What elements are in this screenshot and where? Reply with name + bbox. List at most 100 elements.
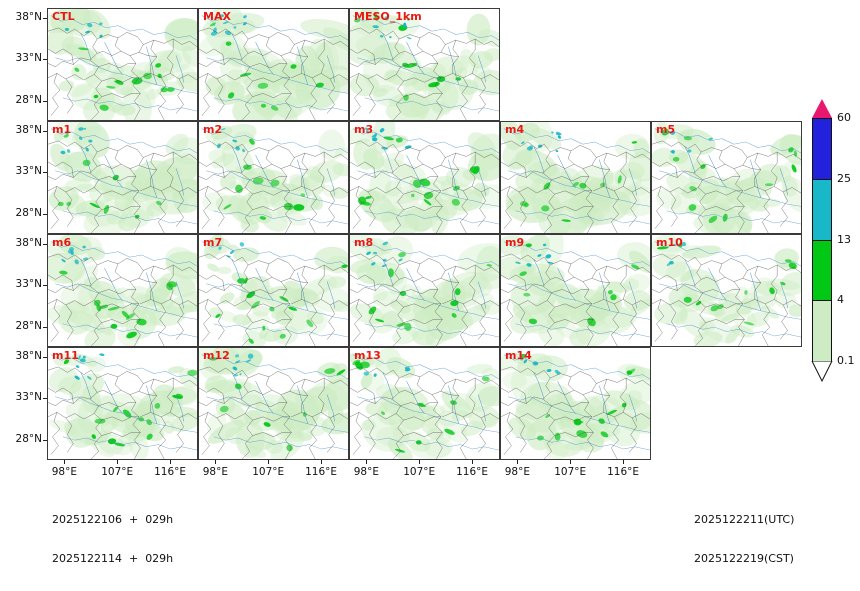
- map-panel-meso_1km[interactable]: MESO_1km: [349, 8, 500, 121]
- panel-label: m14: [505, 349, 532, 362]
- longitude-tick-mark: [170, 460, 172, 464]
- map-panel-m14[interactable]: m14: [500, 347, 651, 460]
- colorbar-tick-label: 13: [837, 232, 851, 246]
- map-canvas: [350, 348, 499, 459]
- colorbar-tick-label: 0.1: [837, 354, 855, 367]
- panel-label: MESO_1km: [354, 10, 422, 23]
- map-canvas: [652, 122, 801, 233]
- latitude-tick-label: 38°N: [15, 236, 42, 249]
- latitude-tick-mark: [43, 172, 47, 174]
- map-panel-m4[interactable]: m4: [500, 121, 651, 234]
- latitude-tick-mark: [43, 243, 47, 245]
- longitude-tick-label: 98°E: [504, 466, 530, 478]
- panel-label: m4: [505, 123, 525, 136]
- longitude-tick-label: 107°E: [101, 466, 134, 478]
- panel-label: m8: [354, 236, 374, 249]
- colorbar-under-arrow-icon: [811, 361, 833, 382]
- longitude-tick-label: 98°E: [202, 466, 228, 478]
- latitude-tick-label: 33°N: [15, 391, 42, 404]
- latitude-tick-label: 33°N: [15, 165, 42, 178]
- map-panel-m5[interactable]: m5: [651, 121, 802, 234]
- longitude-tick-mark: [366, 460, 368, 464]
- latitude-tick-mark: [43, 327, 47, 329]
- map-panel-m12[interactable]: m12: [198, 347, 349, 460]
- footer-init-times: 2025122106 + 029h 2025122114 + 029h: [52, 487, 173, 591]
- footer-init-line-2: 2025122114 + 029h: [52, 552, 174, 565]
- panel-label: m13: [354, 349, 381, 362]
- panel-label: m3: [354, 123, 374, 136]
- colorbar-over-arrow-icon: [812, 99, 832, 118]
- latitude-tick-mark: [43, 440, 47, 442]
- map-canvas: [48, 122, 197, 233]
- longitude-tick-label: 116°E: [607, 466, 640, 478]
- map-canvas: [501, 235, 650, 346]
- latitude-tick-label: 38°N: [15, 349, 42, 362]
- map-canvas: [350, 122, 499, 233]
- longitude-tick-mark: [623, 460, 625, 464]
- panel-label: MAX: [203, 10, 231, 23]
- latitude-tick-label: 38°N: [15, 123, 42, 136]
- panel-label: m11: [52, 349, 79, 362]
- panel-label: m5: [656, 123, 676, 136]
- latitude-tick-label: 33°N: [15, 278, 42, 291]
- map-canvas: [48, 235, 197, 346]
- panel-label: m7: [203, 236, 223, 249]
- longitude-tick-label: 116°E: [456, 466, 489, 478]
- latitude-tick-mark: [43, 214, 47, 216]
- map-canvas: [199, 348, 348, 459]
- map-panel-m1[interactable]: m1: [47, 121, 198, 234]
- colorbar-band-divider: [812, 300, 832, 302]
- map-panel-m10[interactable]: m10: [651, 234, 802, 347]
- longitude-tick-label: 116°E: [154, 466, 187, 478]
- map-panel-m7[interactable]: m7: [198, 234, 349, 347]
- map-canvas: [501, 348, 650, 459]
- map-canvas: [48, 9, 197, 120]
- longitude-tick-label: 116°E: [305, 466, 338, 478]
- latitude-tick-label: 38°N: [15, 10, 42, 23]
- latitude-tick-label: 28°N: [15, 207, 42, 220]
- longitude-tick-label: 107°E: [403, 466, 436, 478]
- latitude-tick-mark: [43, 398, 47, 400]
- map-panel-m9[interactable]: m9: [500, 234, 651, 347]
- longitude-tick-mark: [472, 460, 474, 464]
- map-panel-empty: [651, 8, 802, 121]
- longitude-tick-label: 98°E: [353, 466, 379, 478]
- map-panel-m3[interactable]: m3: [349, 121, 500, 234]
- footer-valid-line-1: 2025122211(UTC): [694, 513, 795, 526]
- latitude-tick-label: 28°N: [15, 320, 42, 333]
- map-panel-m13[interactable]: m13: [349, 347, 500, 460]
- panel-label: m6: [52, 236, 72, 249]
- longitude-tick-label: 107°E: [252, 466, 285, 478]
- longitude-tick-mark: [570, 460, 572, 464]
- colorbar-band: [812, 239, 832, 301]
- longitude-tick-label: 98°E: [51, 466, 77, 478]
- colorbar: [812, 118, 832, 362]
- map-panel-m2[interactable]: m2: [198, 121, 349, 234]
- latitude-tick-mark: [43, 285, 47, 287]
- latitude-tick-label: 33°N: [15, 52, 42, 65]
- longitude-tick-mark: [268, 460, 270, 464]
- panel-label: m2: [203, 123, 223, 136]
- footer-init-line-1: 2025122106 + 029h: [52, 513, 174, 526]
- latitude-tick-mark: [43, 356, 47, 358]
- colorbar-tick-label: 25: [837, 171, 851, 185]
- colorbar-band-divider: [812, 178, 832, 180]
- longitude-tick-mark: [215, 460, 217, 464]
- map-panel-m6[interactable]: m6: [47, 234, 198, 347]
- latitude-tick-label: 28°N: [15, 94, 42, 107]
- footer-valid-line-2: 2025122219(CST): [694, 552, 794, 565]
- map-canvas: [199, 235, 348, 346]
- map-panel-ctl[interactable]: CTL: [47, 8, 198, 121]
- map-panel-m11[interactable]: m11: [47, 347, 198, 460]
- colorbar-band: [812, 300, 832, 361]
- map-canvas: [501, 122, 650, 233]
- longitude-tick-label: 107°E: [554, 466, 587, 478]
- map-panel-max[interactable]: MAX: [198, 8, 349, 121]
- map-panel-m8[interactable]: m8: [349, 234, 500, 347]
- longitude-tick-mark: [64, 460, 66, 464]
- colorbar-band: [812, 178, 832, 240]
- panel-label: m10: [656, 236, 683, 249]
- map-panel-empty: [500, 8, 651, 121]
- colorbar-cap-line: [812, 118, 832, 119]
- colorbar-band: [812, 118, 832, 179]
